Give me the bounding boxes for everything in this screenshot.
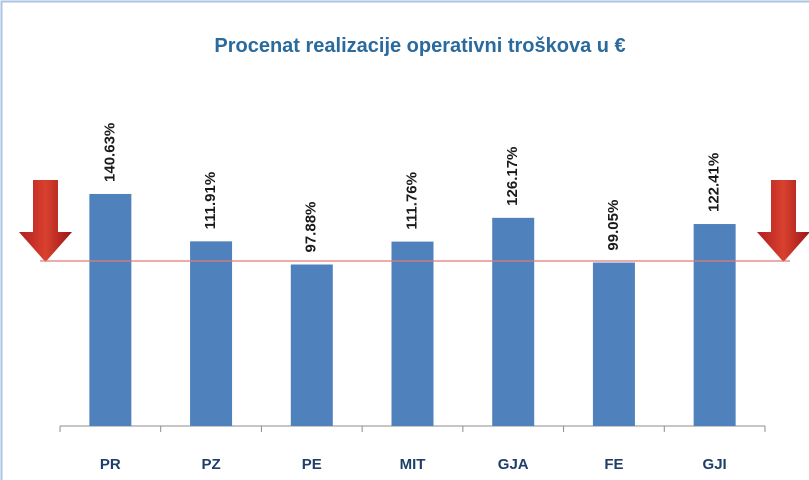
value-label: 99.05% bbox=[605, 200, 622, 251]
x-tick-label: PZ bbox=[201, 456, 220, 473]
x-tick-label: GJA bbox=[498, 456, 529, 473]
chart-title: Procenat realizacije operativni troškova… bbox=[214, 35, 625, 57]
bar bbox=[693, 224, 736, 426]
x-tick-label: PE bbox=[302, 456, 322, 473]
value-label: 126.17% bbox=[504, 147, 521, 206]
bar bbox=[592, 262, 635, 426]
value-label: 111.76% bbox=[403, 172, 420, 230]
value-label: 122.41% bbox=[706, 153, 723, 212]
value-label: 140.63% bbox=[101, 123, 118, 182]
x-tick-label: GJI bbox=[703, 456, 727, 473]
left-arrow bbox=[19, 180, 72, 262]
bar bbox=[290, 264, 333, 426]
value-label: 111.91% bbox=[202, 172, 219, 230]
bar bbox=[492, 217, 535, 426]
value-label: 97.88% bbox=[303, 202, 320, 253]
x-tick-label: PR bbox=[100, 456, 121, 473]
x-tick-label: FE bbox=[604, 456, 623, 473]
bar bbox=[391, 241, 434, 426]
bar bbox=[89, 193, 132, 426]
bar bbox=[190, 241, 233, 426]
x-tick-label: MIT bbox=[400, 456, 426, 473]
right-arrow bbox=[757, 180, 809, 262]
